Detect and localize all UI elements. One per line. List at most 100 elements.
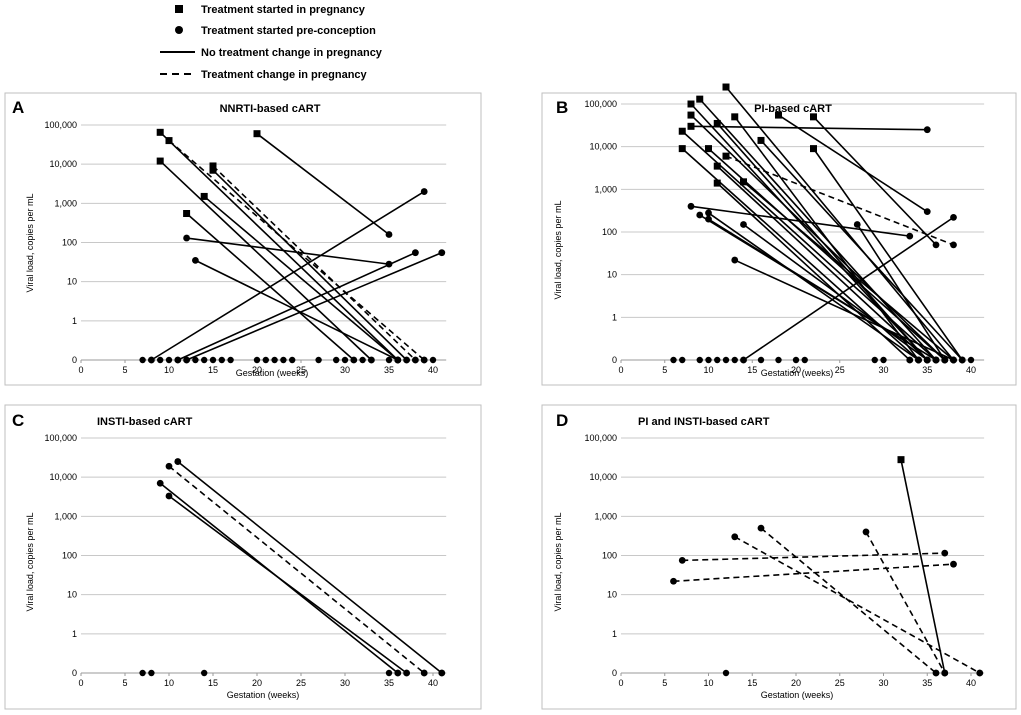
x-axis-label: Gestation (weeks) bbox=[227, 690, 300, 700]
series-line-11 bbox=[760, 139, 963, 361]
zero-point-marker bbox=[871, 356, 878, 364]
x-tick-label: 0 bbox=[78, 678, 83, 688]
series-circle-point bbox=[923, 356, 931, 364]
y-tick-label: 10,000 bbox=[589, 142, 617, 152]
panel-frame bbox=[541, 92, 1017, 386]
zero-point-marker bbox=[705, 356, 712, 364]
y-tick-label: 1 bbox=[612, 629, 617, 639]
series-square-point bbox=[897, 456, 905, 464]
series-square-point bbox=[200, 192, 208, 200]
x-tick-label: 40 bbox=[428, 678, 438, 688]
legend-label-3: No treatment change in pregnancy bbox=[201, 47, 383, 59]
y-tick-label: 100,000 bbox=[584, 433, 617, 443]
zero-point-marker bbox=[679, 356, 686, 364]
y-axis-label: Viral load, copies per mL bbox=[25, 194, 35, 293]
series-square-point bbox=[722, 83, 730, 91]
series-circle-point bbox=[165, 492, 173, 500]
x-tick-label: 40 bbox=[428, 365, 438, 375]
y-tick-label: 100 bbox=[602, 551, 617, 561]
series-line-5 bbox=[212, 169, 408, 361]
series-square-point bbox=[209, 162, 217, 170]
series-circle-point bbox=[678, 556, 686, 564]
panel-frame bbox=[4, 404, 482, 710]
zero-point-marker bbox=[792, 356, 800, 364]
series-circle-point bbox=[183, 234, 191, 242]
series-line-5 bbox=[760, 527, 937, 674]
zero-point-marker bbox=[209, 356, 217, 364]
x-tick-label: 15 bbox=[747, 678, 757, 688]
zero-point-marker bbox=[289, 356, 296, 364]
zero-point-marker bbox=[714, 356, 721, 364]
x-tick-label: 25 bbox=[835, 678, 845, 688]
y-tick-label: 10,000 bbox=[49, 472, 77, 482]
zero-point-marker bbox=[201, 356, 208, 364]
series-circle-point bbox=[950, 241, 957, 249]
series-circle-point bbox=[368, 356, 375, 364]
legend-square-marker bbox=[175, 5, 183, 13]
x-axis-label: Gestation (weeks) bbox=[236, 368, 309, 378]
series-circle-point bbox=[165, 462, 173, 470]
zero-point-marker bbox=[757, 356, 765, 364]
panel-b: B PI-based cART Gestation (weeks) Viral … bbox=[541, 83, 1017, 386]
series-circle-point bbox=[174, 458, 182, 465]
series-line-9 bbox=[186, 237, 390, 265]
y-tick-label: 100,000 bbox=[44, 120, 77, 130]
series-circle-point bbox=[174, 356, 182, 364]
x-tick-label: 30 bbox=[878, 365, 888, 375]
series-circle-point bbox=[148, 356, 155, 364]
zero-point-marker bbox=[253, 356, 261, 364]
series-line-6 bbox=[778, 114, 928, 213]
x-tick-label: 20 bbox=[791, 678, 801, 688]
legend-label-1: Treatment started in pregnancy bbox=[201, 4, 366, 16]
series-square-point bbox=[156, 128, 164, 136]
legend-circle-marker bbox=[175, 26, 183, 34]
y-tick-label: 100 bbox=[62, 551, 77, 561]
x-tick-label: 40 bbox=[966, 678, 976, 688]
series-line-1 bbox=[177, 460, 443, 674]
zero-point-marker bbox=[775, 356, 782, 364]
y-tick-label: 100,000 bbox=[584, 99, 617, 109]
x-tick-label: 25 bbox=[296, 365, 306, 375]
zero-point-marker bbox=[157, 356, 164, 364]
x-axis-label: Gestation (weeks) bbox=[761, 690, 834, 700]
y-tick-label: 10 bbox=[67, 590, 77, 600]
panel-frame bbox=[541, 404, 1017, 710]
series-circle-point bbox=[705, 209, 712, 217]
series-line-3 bbox=[159, 160, 372, 361]
series-line-23 bbox=[743, 223, 928, 361]
y-tick-label: 10,000 bbox=[49, 159, 77, 169]
y-tick-label: 0 bbox=[72, 355, 77, 365]
y-tick-label: 1,000 bbox=[594, 184, 617, 194]
zero-point-marker bbox=[271, 356, 278, 364]
zero-point-marker bbox=[341, 356, 349, 364]
panel-d: D PI and INSTI-based cART Gestation (wee… bbox=[541, 404, 1017, 710]
series-circle-point bbox=[950, 560, 957, 568]
y-tick-label: 10 bbox=[607, 590, 617, 600]
series-circle-point bbox=[438, 249, 446, 257]
series-line-10 bbox=[681, 130, 937, 361]
series-circle-point bbox=[923, 208, 931, 216]
y-axis-label: Viral load, copies per mL bbox=[553, 201, 563, 300]
x-tick-label: 30 bbox=[340, 365, 350, 375]
series-circle-point bbox=[757, 524, 765, 532]
series-square-point bbox=[678, 127, 686, 135]
y-tick-label: 100 bbox=[602, 227, 617, 237]
y-tick-label: 1,000 bbox=[54, 198, 77, 208]
x-tick-label: 15 bbox=[747, 365, 757, 375]
x-tick-label: 15 bbox=[208, 678, 218, 688]
series-line-8 bbox=[256, 133, 390, 236]
zero-point-marker bbox=[880, 356, 887, 364]
series-circle-point bbox=[932, 669, 940, 677]
panel-frame bbox=[4, 92, 482, 386]
y-tick-label: 1 bbox=[612, 312, 617, 322]
series-circle-point bbox=[906, 232, 914, 240]
series-line-1 bbox=[900, 459, 946, 674]
series-square-point bbox=[810, 145, 817, 153]
series-line-6 bbox=[865, 531, 946, 674]
x-tick-label: 10 bbox=[164, 678, 174, 688]
zero-point-marker bbox=[696, 356, 703, 364]
series-circle-point bbox=[394, 669, 402, 677]
series-line-4 bbox=[168, 495, 408, 674]
zero-point-marker bbox=[280, 356, 287, 364]
